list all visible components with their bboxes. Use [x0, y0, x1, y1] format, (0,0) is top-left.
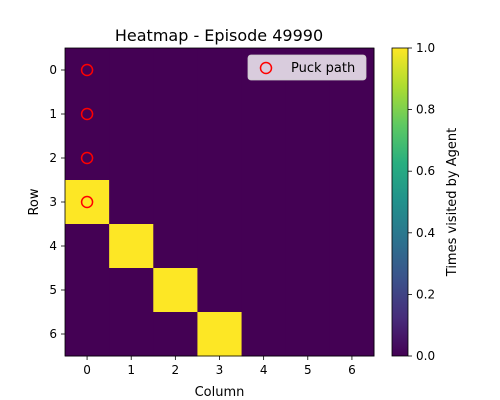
heatmap-cell-r1-c1: [109, 92, 154, 137]
y-axis-ticks: 0 1 2 3 4 5 6: [49, 63, 65, 341]
heatmap-cell-r5-c4: [241, 268, 287, 313]
legend-box: [247, 54, 367, 81]
colorbar-label: Times visited by Agent: [445, 128, 460, 277]
heatmap-cell-r2-c0: [65, 136, 110, 181]
plot-frame: [64, 47, 375, 357]
heatmap-cell-r3-c6: [329, 180, 375, 225]
heatmap-cell-r2-c2: [153, 136, 198, 181]
heatmap-cell-r1-c0: [65, 92, 110, 137]
x-axis-ticks: 0 1 2 3 4 5 6: [83, 356, 356, 377]
x-tick-label: 1: [127, 363, 135, 377]
colorbar-tick-label: 0.0: [416, 349, 435, 363]
heatmap-cell-r2-c5: [285, 136, 331, 181]
heatmap-cell-r0-c0: [65, 48, 110, 93]
heatmap-cell-r4-c2: [153, 224, 198, 269]
puck-path-marker: [80, 151, 94, 165]
heatmap-cell-r6-c4: [241, 312, 287, 357]
heatmap-cell-r6-c1: [109, 312, 154, 357]
heatmap-cell-r2-c1: [109, 136, 154, 181]
heatmap-cell-r3-c3: [197, 180, 243, 225]
y-tick-label: 3: [49, 195, 57, 209]
colorbar-tick-label: 1.0: [416, 41, 435, 55]
heatmap-cell-r3-c0: [65, 180, 110, 225]
heatmap-cell-r6-c0: [65, 312, 110, 357]
heatmap-cell-r1-c2: [153, 92, 198, 137]
puck-path-marker: [80, 195, 94, 209]
x-axis-label: Column: [195, 385, 245, 400]
puck-path-marker: [80, 63, 94, 77]
colorbar-tick-label: 0.4: [416, 226, 435, 240]
colorbar-tick-label: 0.6: [416, 164, 435, 178]
y-tick-label: 0: [49, 63, 57, 77]
puck-path-markers: [80, 63, 94, 209]
heatmap-cell-r2-c3: [197, 136, 243, 181]
heatmap-cell-r3-c2: [153, 180, 198, 225]
heatmap-cell-r2-c6: [329, 136, 375, 181]
heatmap-cell-r5-c3: [197, 268, 243, 313]
heatmap-cell-r6-c3: [197, 312, 243, 357]
y-tick-label: 4: [49, 239, 57, 253]
puck-path-marker: [80, 107, 94, 121]
x-tick-label: 6: [348, 363, 356, 377]
heatmap-cell-r5-c5: [285, 268, 331, 313]
heatmap-cell-r6-c6: [329, 312, 375, 357]
y-tick-label: 2: [49, 151, 57, 165]
heatmap-cell-r5-c0: [65, 268, 110, 313]
legend-label: Puck path: [291, 61, 355, 76]
heatmap-cell-r3-c5: [285, 180, 331, 225]
heatmap-cell-r1-c5: [285, 92, 331, 137]
heatmap-cell-r1-c4: [241, 92, 287, 137]
heatmap-cell-r0-c1: [109, 48, 154, 93]
colorbar-ticks: 0.0 0.2 0.4 0.6 0.8 1.0: [408, 41, 435, 363]
x-tick-label: 4: [260, 363, 268, 377]
heatmap-cell-r4-c4: [241, 224, 287, 269]
y-tick-label: 1: [49, 107, 57, 121]
heatmap-cell-r1-c3: [197, 92, 243, 137]
x-tick-label: 0: [83, 363, 91, 377]
heatmap-cell-r4-c3: [197, 224, 243, 269]
heatmap-cell-r5-c6: [329, 268, 375, 313]
heatmap-cell-r4-c5: [285, 224, 331, 269]
x-tick-label: 5: [304, 363, 312, 377]
chart-title: Heatmap - Episode 49990: [115, 26, 323, 45]
heatmap-cell-r0-c3: [197, 48, 243, 93]
heatmap-cell-r3-c1: [109, 180, 154, 225]
y-tick-label: 6: [49, 327, 57, 341]
colorbar: [391, 47, 409, 357]
heatmap-cell-r6-c5: [285, 312, 331, 357]
y-tick-label: 5: [49, 283, 57, 297]
heatmap-cells: [65, 48, 375, 357]
heatmap-cell-r4-c1: [109, 224, 154, 269]
heatmap-cell-r2-c4: [241, 136, 287, 181]
heatmap-cell-r0-c2: [153, 48, 198, 93]
heatmap-cell-r5-c1: [109, 268, 154, 313]
heatmap-cell-r5-c2: [153, 268, 198, 313]
colorbar-tick-label: 0.2: [416, 287, 435, 301]
x-tick-label: 3: [216, 363, 224, 377]
heatmap-cell-r4-c0: [65, 224, 110, 269]
heatmap-cell-r3-c4: [241, 180, 287, 225]
y-axis-label: Row: [27, 188, 42, 215]
heatmap-cell-r4-c6: [329, 224, 375, 269]
legend-marker-icon: [259, 61, 273, 75]
colorbar-tick-label: 0.8: [416, 103, 435, 117]
heatmap-cell-r1-c6: [329, 92, 375, 137]
legend: Puck path: [247, 54, 367, 81]
heatmap-cell-r6-c2: [153, 312, 198, 357]
x-tick-label: 2: [172, 363, 180, 377]
